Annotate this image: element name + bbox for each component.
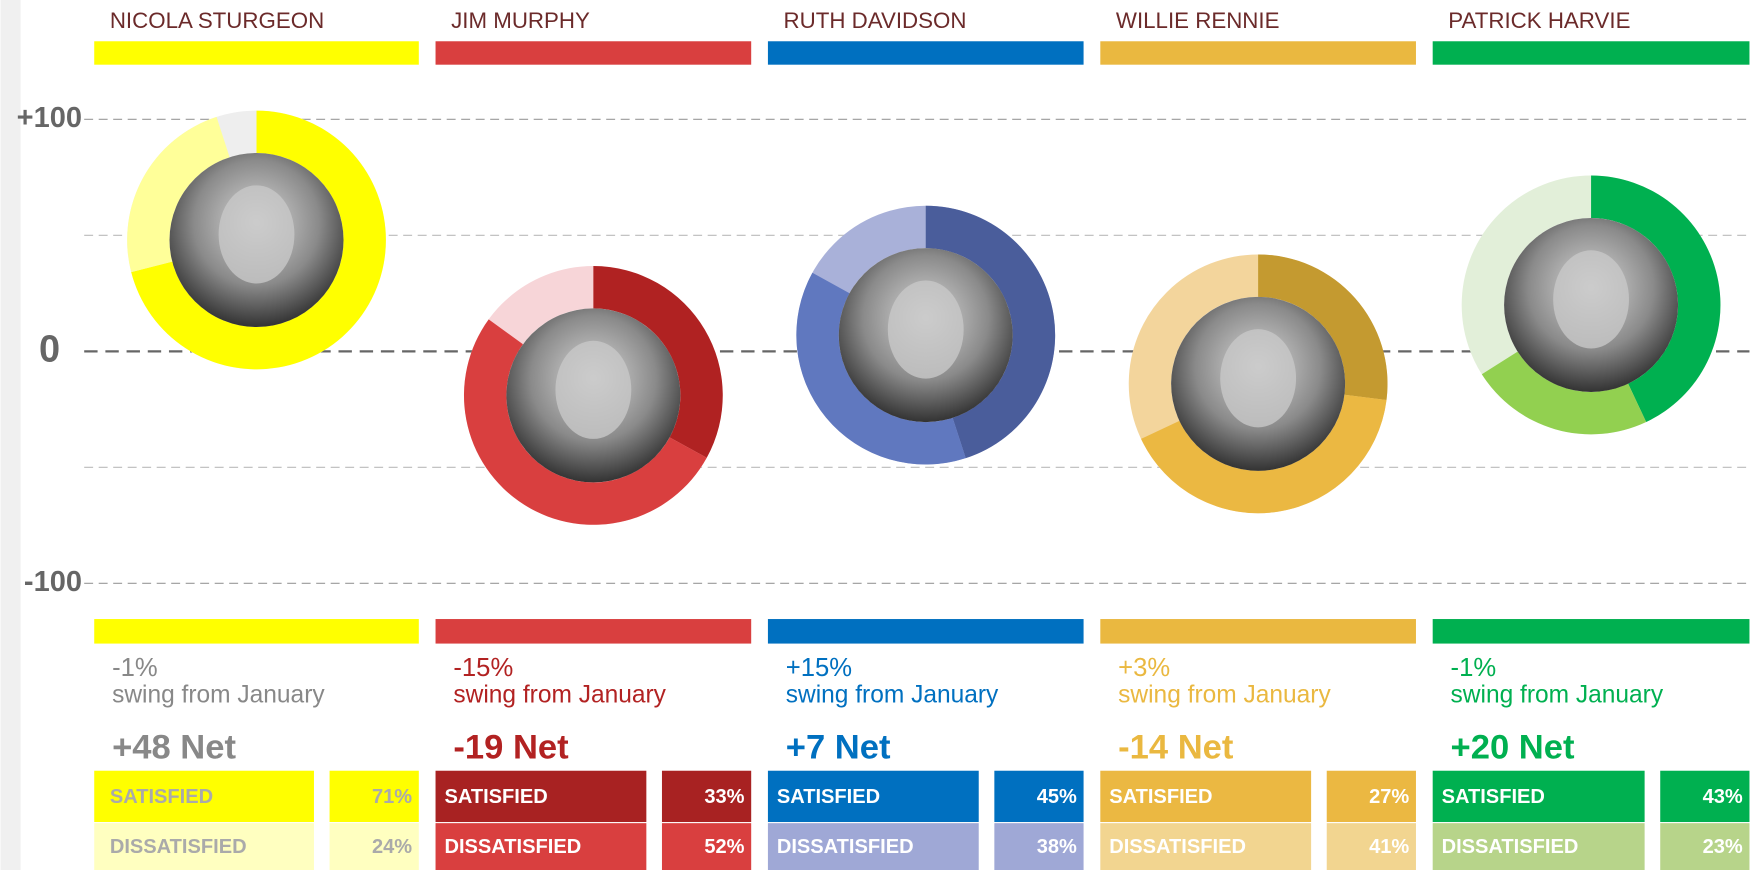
donut-dissatisfied <box>463 319 707 525</box>
row-value: 41% <box>1369 836 1409 858</box>
table-cell <box>994 770 1084 823</box>
photo-face <box>1553 250 1629 349</box>
table-cell <box>767 770 979 823</box>
net-label: +48 Net <box>112 729 236 767</box>
row-value: 71% <box>372 786 412 808</box>
donut-dissatisfied <box>127 116 230 273</box>
swing-value: +15% <box>786 654 852 682</box>
donut <box>796 205 1056 465</box>
swing-text: swing from January <box>1451 681 1664 708</box>
photo-face <box>1220 329 1297 428</box>
leader-name: PATRICK HARVIE <box>1448 8 1630 33</box>
net-label: +20 Net <box>1451 729 1575 767</box>
row-label: DISSATISFIED <box>777 836 914 858</box>
table-cell <box>661 770 752 823</box>
donut <box>463 266 723 525</box>
leader-name: RUTH DAVIDSON <box>784 8 967 33</box>
table-cell <box>767 823 979 870</box>
table-cell <box>1432 770 1645 823</box>
net-label: -19 Net <box>453 729 569 767</box>
table-cell <box>1100 823 1312 870</box>
row-value: 45% <box>1037 786 1077 808</box>
donut-dissatisfied <box>1141 394 1387 514</box>
donut <box>127 110 386 370</box>
color-bar <box>94 41 419 65</box>
color-bar <box>435 619 752 644</box>
swing-text: swing from January <box>112 681 325 708</box>
color-bar <box>767 41 1084 65</box>
color-bar <box>435 41 752 65</box>
swing-value: -1% <box>112 654 158 682</box>
table-cell <box>94 823 314 870</box>
table-cell <box>1326 770 1416 823</box>
donut-satisfied <box>131 110 386 370</box>
row-label: SATISFIED <box>444 786 547 808</box>
donut-satisfied <box>925 205 1056 459</box>
color-bar <box>94 619 419 644</box>
donut-satisfied <box>1258 254 1388 401</box>
row-value: 23% <box>1703 836 1743 858</box>
net-label: +7 Net <box>786 729 891 767</box>
color-bar <box>767 619 1084 644</box>
row-label: DISSATISFIED <box>110 836 247 858</box>
side-strip <box>0 0 21 870</box>
y-tick-label: 0 <box>39 328 60 370</box>
donut-satisfied <box>1591 175 1721 423</box>
row-value: 24% <box>372 836 412 858</box>
row-label: DISSATISFIED <box>1442 836 1579 858</box>
row-label: SATISFIED <box>1442 786 1545 808</box>
row-label: DISSATISFIED <box>444 836 581 858</box>
photo-face <box>218 185 295 284</box>
color-bar <box>1432 41 1750 65</box>
table-cell <box>94 770 314 823</box>
table-cell <box>661 823 752 870</box>
row-label: DISSATISFIED <box>1109 836 1246 858</box>
table-cell <box>1660 770 1750 823</box>
row-value: 27% <box>1369 786 1409 808</box>
net-label: -14 Net <box>1118 729 1234 767</box>
donut <box>1461 175 1721 435</box>
table-cell <box>1100 770 1312 823</box>
photo-face <box>555 340 632 439</box>
table-cell <box>329 770 419 823</box>
row-label: SATISFIED <box>1109 786 1212 808</box>
table-cell <box>435 823 647 870</box>
row-label: SATISFIED <box>777 786 880 808</box>
row-label: SATISFIED <box>110 786 213 808</box>
leader-name: WILLIE RENNIE <box>1116 8 1280 33</box>
row-value: 33% <box>704 786 744 808</box>
leader-name: JIM MURPHY <box>451 8 590 33</box>
swing-text: swing from January <box>786 681 999 708</box>
swing-value: -15% <box>453 654 513 682</box>
swing-text: swing from January <box>1118 681 1331 708</box>
photo-face <box>887 280 964 379</box>
donut <box>1128 254 1388 514</box>
row-value: 38% <box>1037 836 1077 858</box>
donut-dissatisfied <box>796 272 966 465</box>
donut-dissatisfied <box>1481 351 1647 435</box>
table-cell <box>1660 823 1750 870</box>
color-bar <box>1432 619 1750 644</box>
donut-satisfied <box>593 266 723 458</box>
swing-value: +3% <box>1118 654 1170 682</box>
row-value: 52% <box>704 836 744 858</box>
table-cell <box>1432 823 1645 870</box>
table-cell <box>1326 823 1416 870</box>
y-tick-label: -100 <box>24 566 82 598</box>
leader-name: NICOLA STURGEON <box>110 8 324 33</box>
table-cell <box>329 823 419 870</box>
swing-text: swing from January <box>453 681 666 708</box>
table-cell <box>994 823 1084 870</box>
table-cell <box>435 770 647 823</box>
row-value: 43% <box>1703 786 1743 808</box>
color-bar <box>1100 619 1416 644</box>
color-bar <box>1100 41 1416 65</box>
swing-value: -1% <box>1451 654 1497 682</box>
y-tick-label: +100 <box>17 102 82 134</box>
